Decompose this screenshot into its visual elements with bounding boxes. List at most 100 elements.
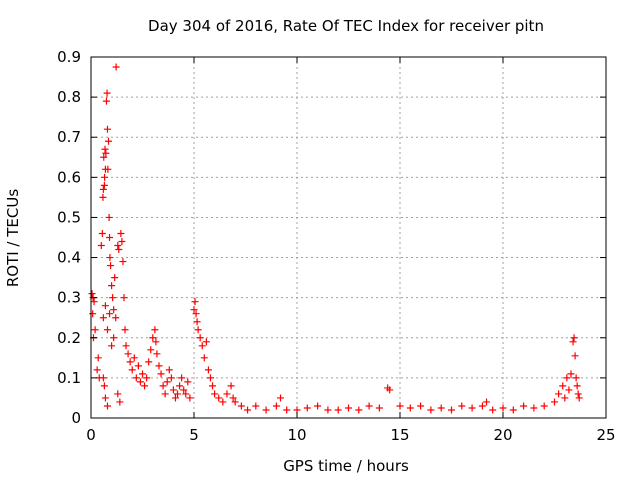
data-point [196, 334, 204, 342]
data-point [118, 238, 126, 246]
data-point [375, 404, 383, 412]
data-point [110, 334, 118, 342]
plot-frame [90, 56, 607, 419]
y-tick-label: 0.6 [57, 168, 81, 186]
data-point [149, 334, 157, 342]
y-tick-label: 0.5 [57, 208, 81, 226]
data-point [102, 97, 110, 105]
y-tick-label: 0.1 [57, 369, 81, 387]
data-point [573, 382, 581, 390]
data-point [530, 404, 538, 412]
data-point [103, 89, 111, 97]
grid-lines [91, 57, 606, 418]
data-point [167, 374, 175, 382]
data-point [499, 404, 507, 412]
data-point [478, 402, 486, 410]
data-point [417, 402, 425, 410]
data-point [204, 366, 212, 374]
data-point [98, 229, 106, 237]
data-point [116, 398, 124, 406]
data-point [334, 406, 342, 414]
data-point [109, 294, 117, 302]
data-point [114, 390, 122, 398]
data-point [139, 370, 146, 378]
data-point [567, 370, 575, 378]
data-point [126, 358, 134, 366]
data-point [483, 398, 491, 406]
chart-title: Day 304 of 2016, Rate Of TEC Index for r… [148, 17, 544, 35]
data-point [355, 406, 363, 414]
data-point [171, 394, 179, 402]
data-point [105, 137, 113, 145]
data-point [169, 386, 177, 394]
data-point [437, 404, 445, 412]
data-point [143, 374, 151, 382]
data-point [100, 181, 108, 189]
data-point [559, 382, 567, 390]
data-point [219, 398, 227, 406]
data-point [176, 382, 184, 390]
data-point [128, 366, 136, 374]
data-point [324, 406, 332, 414]
data-point [572, 374, 580, 382]
data-point [509, 406, 517, 414]
data-point [571, 352, 579, 360]
data-point [237, 402, 245, 410]
data-point [227, 382, 235, 390]
data-point [101, 173, 109, 181]
data-point [89, 310, 97, 318]
data-point [155, 362, 163, 370]
data-point [157, 370, 165, 378]
data-point [97, 242, 105, 250]
data-point [161, 390, 169, 398]
data-point [182, 390, 190, 398]
data-point [575, 394, 583, 402]
data-point [406, 404, 414, 412]
data-point [215, 394, 223, 402]
data-point [124, 350, 132, 358]
data-point [314, 402, 322, 410]
data-point [202, 338, 210, 346]
data-point [108, 342, 116, 350]
data-point [151, 326, 159, 334]
data-point [223, 390, 231, 398]
data-point [468, 404, 476, 412]
data-point [136, 378, 144, 386]
data-point [105, 213, 113, 221]
data-point [191, 298, 199, 306]
data-point [100, 382, 108, 390]
data-point [102, 149, 110, 157]
data-point [110, 306, 118, 314]
data-point [112, 314, 120, 322]
data-point [93, 366, 101, 374]
data-point [130, 354, 138, 362]
data-point [231, 398, 239, 406]
data-point [159, 382, 167, 390]
data-point [569, 338, 577, 346]
x-tick-label: 0 [86, 426, 96, 444]
data-point [551, 398, 558, 406]
data-point [134, 362, 142, 370]
data-point [211, 390, 219, 398]
data-point [540, 402, 548, 410]
x-axis-ticks: 0 5 10 15 20 25 [86, 57, 616, 444]
data-point [101, 302, 109, 310]
data-point [121, 326, 129, 334]
data-point [198, 342, 206, 350]
data-point [100, 153, 108, 161]
data-point [386, 386, 394, 394]
data-point [396, 402, 404, 410]
y-tick-label: 0.4 [57, 249, 81, 267]
data-point [272, 402, 280, 410]
data-point [180, 386, 188, 394]
data-point [193, 318, 201, 326]
y-tick-label: 0.7 [57, 128, 81, 146]
data-point [106, 254, 114, 262]
data-point [186, 394, 194, 402]
data-point [244, 406, 252, 414]
x-tick-label: 20 [493, 426, 512, 444]
data-point [427, 406, 435, 414]
x-tick-label: 15 [390, 426, 409, 444]
